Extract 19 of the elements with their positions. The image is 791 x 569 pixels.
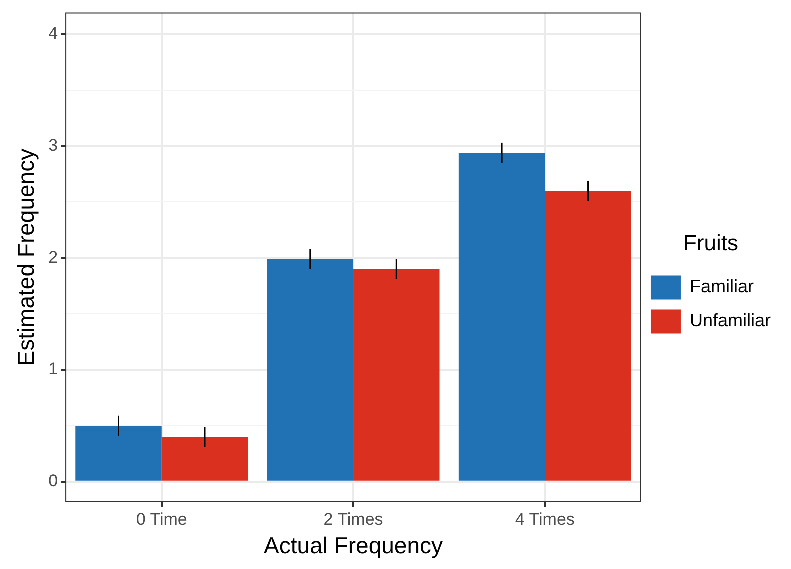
- bar: [354, 269, 440, 481]
- y-tick-label: 1: [48, 360, 58, 379]
- legend-label: Unfamiliar: [690, 310, 772, 331]
- y-tick-label: 3: [48, 136, 58, 155]
- bar: [162, 437, 248, 481]
- bar: [267, 259, 354, 481]
- bar: [458, 153, 546, 481]
- bar: [545, 191, 632, 481]
- y-tick-label: 4: [48, 24, 58, 44]
- x-axis-title: Actual Frequency: [264, 532, 444, 559]
- legend-label: Familiar: [690, 276, 754, 297]
- y-axis-title: Estimated Frequency: [13, 148, 40, 366]
- x-tick-label: 4 Times: [515, 510, 575, 529]
- legend-title: Fruits: [683, 230, 738, 256]
- x-tick-label: 2 Times: [324, 510, 384, 529]
- x-tick-label: 0 Time: [136, 510, 188, 529]
- y-tick-label: 0: [48, 472, 58, 491]
- y-tick-label: 2: [48, 248, 58, 267]
- bar: [76, 426, 162, 481]
